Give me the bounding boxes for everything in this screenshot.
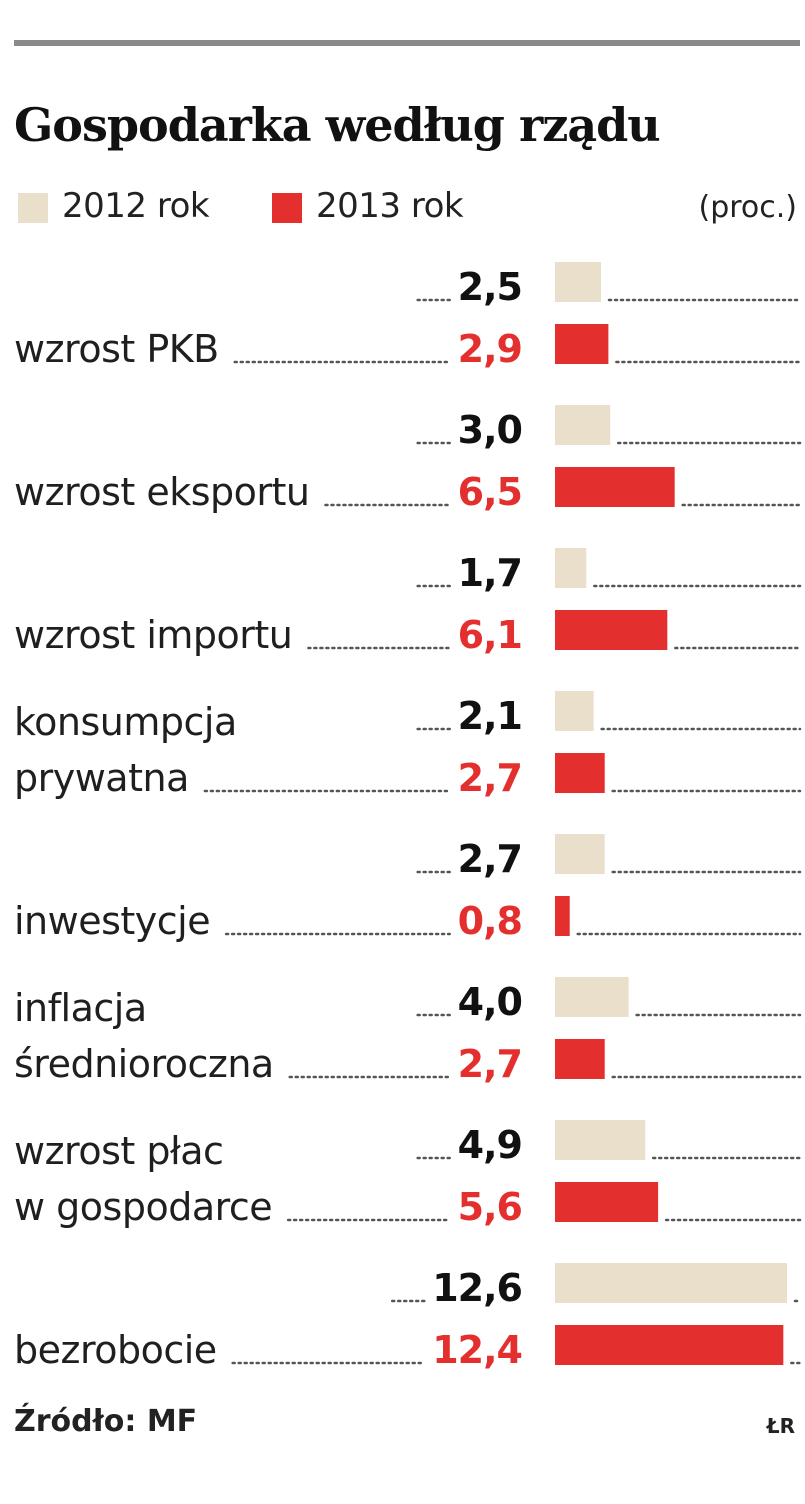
legend-swatch-2013 — [272, 193, 302, 223]
source-label: Źródło: MF — [14, 1404, 198, 1439]
bar-2013 — [555, 324, 609, 364]
top-rule — [14, 40, 800, 46]
bar-2012 — [555, 1120, 646, 1160]
bar-2013 — [555, 467, 675, 507]
value-label-2013: 0,8 — [458, 899, 522, 943]
category-label: średnioroczna — [14, 1042, 274, 1086]
category-label: wzrost importu — [14, 613, 292, 657]
chart-title: Gospodarka według rządu — [14, 98, 661, 152]
category-label: w gospodarce — [14, 1185, 272, 1229]
category-label: konsumpcja — [14, 700, 237, 744]
category-label: wzrost płac — [14, 1129, 223, 1173]
value-label-2012: 2,5 — [458, 265, 522, 309]
bar-2013 — [555, 1182, 659, 1222]
value-label-2012: 3,0 — [458, 408, 522, 452]
legend-label-2013: 2013 rok — [316, 186, 464, 226]
value-label-2012: 4,0 — [458, 980, 522, 1024]
legend-label-2012: 2012 rok — [62, 186, 210, 226]
value-label-2012: 12,6 — [432, 1266, 522, 1310]
value-label-2013: 2,9 — [458, 327, 522, 371]
bar-2013 — [555, 1325, 784, 1365]
category-label: bezrobocie — [14, 1328, 217, 1372]
value-label-2013: 6,1 — [458, 613, 522, 657]
bar-2013 — [555, 1039, 605, 1079]
bar-2012 — [555, 834, 605, 874]
category-label: inwestycje — [14, 899, 210, 943]
value-label-2013: 2,7 — [458, 1042, 522, 1086]
value-label-2013: 6,5 — [458, 470, 522, 514]
category-label: inflacja — [14, 986, 147, 1030]
bar-2012 — [555, 405, 611, 445]
bar-2012 — [555, 691, 594, 731]
value-label-2013: 5,6 — [458, 1185, 522, 1229]
value-label-2012: 2,1 — [458, 694, 522, 738]
author-credit: ŁR — [766, 1414, 795, 1438]
bar-2012 — [555, 1263, 787, 1303]
value-label-2012: 4,9 — [458, 1123, 522, 1167]
category-label: wzrost eksportu — [14, 470, 310, 514]
bar-2013 — [555, 610, 668, 650]
bar-2012 — [555, 548, 587, 588]
value-label-2013: 12,4 — [432, 1328, 522, 1372]
value-label-2012: 1,7 — [458, 551, 522, 595]
value-label-2013: 2,7 — [458, 756, 522, 800]
category-label: prywatna — [14, 756, 189, 800]
legend: 2012 rok 2013 rok (proc.) — [0, 186, 805, 230]
bar-2013 — [555, 896, 570, 936]
bar-2012 — [555, 977, 629, 1017]
category-label: wzrost PKB — [14, 327, 219, 371]
bar-2013 — [555, 753, 605, 793]
bar-2012 — [555, 262, 602, 302]
value-label-2012: 2,7 — [458, 837, 522, 881]
legend-swatch-2012 — [18, 193, 48, 223]
unit-label: (proc.) — [698, 190, 797, 225]
